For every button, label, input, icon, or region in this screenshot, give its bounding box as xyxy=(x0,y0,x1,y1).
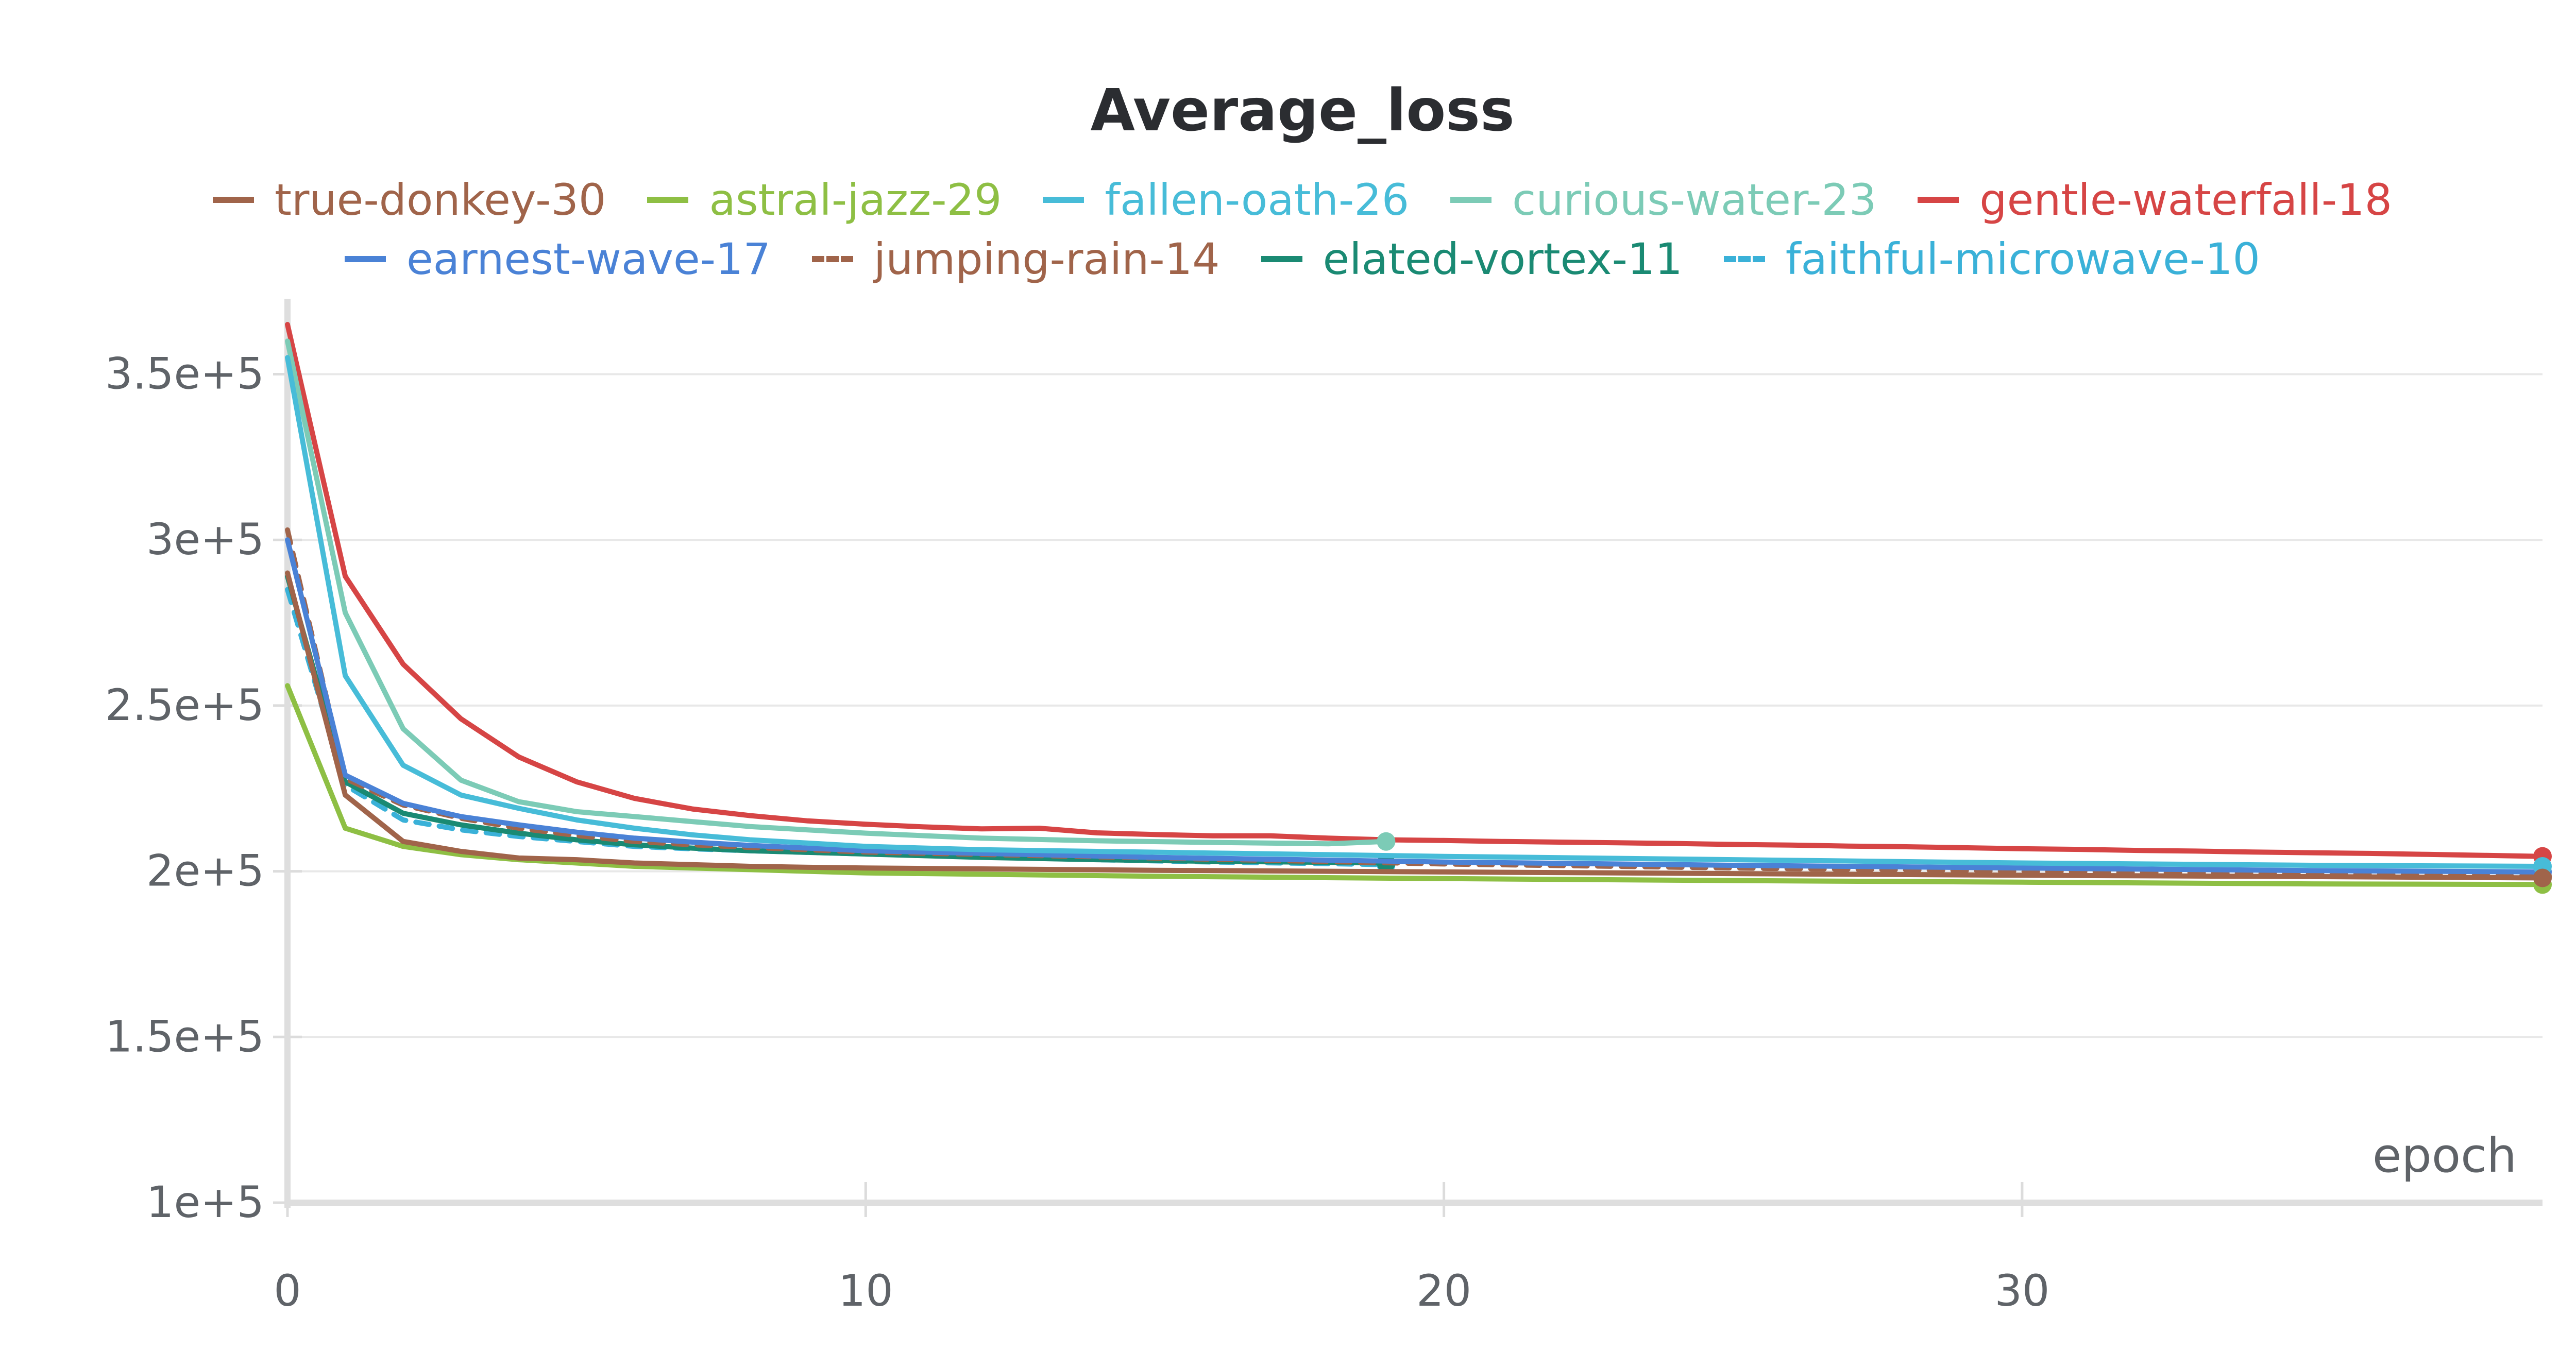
legend-swatch xyxy=(811,255,853,262)
legend-item[interactable]: elated-vortex-11 xyxy=(1261,234,1683,284)
series-line-true-donkey-30[interactable] xyxy=(285,570,2545,881)
series-line-astral-jazz-29[interactable] xyxy=(285,683,2545,887)
series-line-gentle-waterfall-18[interactable] xyxy=(285,322,2545,859)
legend-label: elated-vortex-11 xyxy=(1323,233,1683,284)
x-axis-title: epoch xyxy=(2372,1128,2517,1183)
legend-label: true-donkey-30 xyxy=(274,174,606,225)
x-tick-label: 30 xyxy=(1994,1266,2049,1316)
legend-item[interactable]: fallen-oath-26 xyxy=(1043,175,1409,225)
legend-label: astral-jazz-29 xyxy=(709,174,1002,225)
legend-label: earnest-wave-17 xyxy=(406,233,771,284)
x-tick-label: 0 xyxy=(274,1266,301,1316)
legend-item[interactable]: jumping-rain-14 xyxy=(811,233,1220,284)
x-tick-label: 20 xyxy=(1416,1266,1471,1316)
legend-item[interactable]: true-donkey-30 xyxy=(212,174,606,225)
legend-swatch xyxy=(1261,255,1302,262)
legend: true-donkey-30 astral-jazz-29 fallen-oath-… xyxy=(0,170,2576,288)
legend-swatch xyxy=(344,255,386,262)
legend-swatch xyxy=(212,196,254,203)
legend-label: fallen-oath-26 xyxy=(1105,174,1410,225)
legend-item[interactable]: astral-jazz-29 xyxy=(647,175,1002,225)
legend-item[interactable]: curious-water-23 xyxy=(1450,175,1876,225)
legend-row: earnest-wave-17 jumping-rain-14 elated-vor… xyxy=(0,229,2576,288)
legend-row: true-donkey-30 astral-jazz-29 fallen-oath-… xyxy=(0,170,2576,229)
legend-label: faithful-microwave-10 xyxy=(1785,233,2260,284)
legend-label: gentle-waterfall-18 xyxy=(1979,174,2393,225)
legend-label: curious-water-23 xyxy=(1512,174,1877,225)
series-endpoint-curious-water-23[interactable] xyxy=(1377,832,1396,851)
legend-swatch xyxy=(1043,196,1084,203)
legend-item[interactable]: earnest-wave-17 xyxy=(344,233,771,284)
x-tick-label: 10 xyxy=(838,1266,893,1316)
series-line-jumping-rain-14[interactable] xyxy=(285,527,2545,879)
y-tick-label: 1.5e+5 xyxy=(105,1011,264,1062)
legend-swatch xyxy=(647,196,689,203)
series-endpoint-true-donkey-30[interactable] xyxy=(2533,868,2552,887)
y-tick-label: 3.5e+5 xyxy=(105,349,264,399)
y-tick-label: 1e+5 xyxy=(146,1177,264,1227)
legend-swatch xyxy=(1918,196,1959,203)
y-tick-label: 3e+5 xyxy=(146,514,264,565)
series-line-curious-water-23[interactable] xyxy=(285,338,1389,847)
series-line-fallen-oath-26[interactable] xyxy=(285,355,2545,869)
legend-swatch xyxy=(1450,196,1492,203)
legend-label: jumping-rain-14 xyxy=(873,233,1220,284)
legend-swatch xyxy=(1723,255,1765,262)
legend-item[interactable]: faithful-microwave-10 xyxy=(1723,233,2260,284)
y-tick-label: 2.5e+5 xyxy=(105,680,264,730)
chart-title: Average_loss xyxy=(1090,77,1515,144)
legend-item[interactable]: gentle-waterfall-18 xyxy=(1918,175,2392,225)
series-line-earnest-wave-17[interactable] xyxy=(285,537,2545,875)
y-tick-label: 2e+5 xyxy=(146,846,264,896)
